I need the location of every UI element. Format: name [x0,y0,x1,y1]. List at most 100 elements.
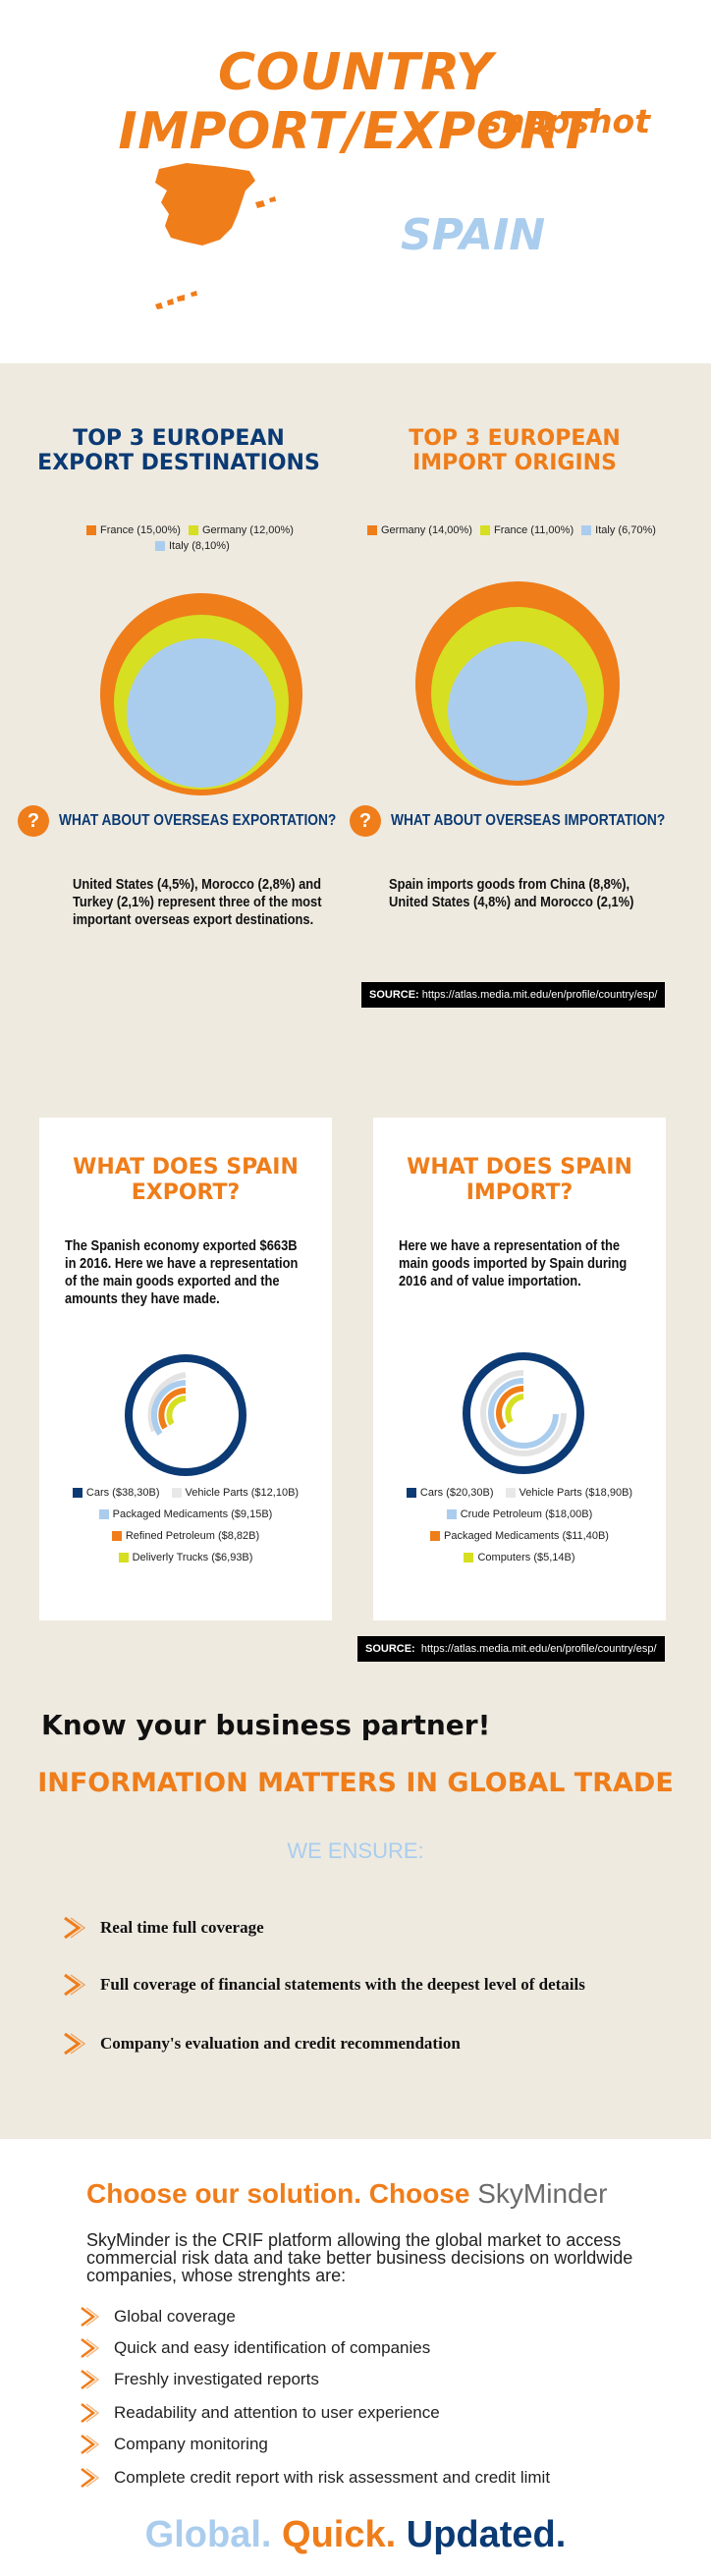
legend-label: Packaged Medicaments ($9,15B) [112,1508,273,1520]
legend-item: France (11,00%) [480,524,574,536]
overseas-import-question: ? WHAT ABOUT OVERSEAS IMPORTATION? [350,805,710,837]
trade-section: TOP 3 EUROPEAN EXPORT DESTINATIONS Franc… [0,363,711,2139]
overseas-export-question: ? WHAT ABOUT OVERSEAS EXPORTATION? [18,805,381,837]
chevron-right-icon [81,2338,100,2358]
question-text: WHAT ABOUT OVERSEAS EXPORTATION? [59,812,337,829]
export-card-text: The Spanish economy exported $663B in 20… [65,1237,299,1307]
legend-item: France (15,00%) [86,524,181,536]
legend-label: France (11,00%) [494,524,574,536]
ring-medicaments [496,1386,524,1430]
legend-label: Cars ($38,30B) [85,1487,160,1499]
strength-text: Complete credit report with risk assessm… [114,2468,551,2487]
we-ensure-label: WE ENSURE: [287,1838,424,1863]
page-title: COUNTRY IMPORT/EXPORT [118,43,593,161]
tagline-updated: Updated. [406,2514,567,2555]
export-legend: France (15,00%) Germany (12,00%) Italy (… [86,524,322,556]
partner-subheading: INFORMATION MATTERS IN GLOBAL TRADE [37,1768,674,1798]
legend-label: Computers ($5,14B) [477,1552,575,1563]
overseas-import-text: Spain imports goods from China (8,8%), U… [389,876,634,910]
strength-item: Global coverage [79,2306,236,2328]
ensure-item-text: Full coverage of financial statements wi… [100,1975,585,1994]
import-title-line1: TOP 3 EUROPEAN [409,426,621,451]
strength-item: Complete credit report with risk assessm… [79,2467,550,2489]
partner-heading: Know your business partner! [41,1709,491,1741]
chevron-right-icon [81,2307,100,2327]
legend-item: Refined Petroleum ($8,82B) [111,1526,260,1546]
import-circles-chart [415,581,620,786]
legend-label: Refined Petroleum ($8,82B) [125,1530,260,1542]
legend-label: Germany (12,00%) [202,524,294,536]
legend-item: Packaged Medicaments ($9,15B) [98,1505,273,1524]
import-legend: Germany (14,00%) France (11,00%) Italy (… [367,524,682,540]
import-card-text: Here we have a representation of the mai… [399,1237,628,1289]
import-card: WHAT DOES SPAIN IMPORT? Here we have a r… [373,1118,666,1620]
ring-cars [125,1354,246,1476]
legend-label: Italy (8,10%) [169,540,230,552]
legend-item: Cars ($20,30B) [406,1483,494,1503]
ensure-item-text: Company's evaluation and credit recommen… [100,2034,461,2053]
ring-cars [463,1352,584,1474]
source-label: SOURCE: [369,989,419,1001]
ring-trucks [166,1396,187,1426]
choose-solution-heading: Choose our solution. Choose SkyMinder [86,2178,608,2210]
import-card-legend: Cars ($20,30B) Vehicle Parts ($18,90B) Cr… [373,1483,666,1569]
overseas-export-text: United States (4,5%), Morocco (2,8%) and… [73,876,322,928]
legend-item: Italy (6,70%) [581,524,656,536]
legend-item: Italy (8,10%) [155,540,230,552]
ring-vehicle-parts [147,1372,187,1433]
export-title-line2: EXPORT DESTINATIONS [37,451,320,475]
export-title-line1: TOP 3 EUROPEAN [73,426,285,451]
import-title-line2: IMPORT ORIGINS [412,451,617,475]
ring-medicaments [150,1380,187,1436]
export-card-title: WHAT DOES SPAIN EXPORT? [39,1155,332,1206]
legend-label: Italy (6,70%) [595,524,656,536]
legend-label: Crude Petroleum ($18,00B) [460,1508,593,1520]
chevron-right-icon [81,2435,100,2454]
legend-item: Computers ($5,14B) [464,1548,575,1567]
circle-italy [127,638,276,788]
import-card-title: WHAT DOES SPAIN IMPORT? [373,1155,666,1206]
choose-text: Choose our solution. Choose [86,2178,478,2209]
legend-item: Packaged Medicaments ($11,40B) [430,1526,609,1546]
legend-label: Vehicle Parts ($18,90B) [519,1487,633,1499]
chevron-right-icon [64,1973,86,1997]
ring-vehicle-parts [480,1370,567,1456]
tagline-quick: Quick. [282,2514,397,2555]
export-destinations-title: TOP 3 EUROPEAN EXPORT DESTINATIONS [22,426,336,475]
card-title-line2: EXPORT? [131,1180,241,1205]
strength-item: Freshly investigated reports [79,2369,319,2390]
strength-item: Quick and easy identification of compani… [79,2337,430,2359]
strength-item: Company monitoring [79,2434,268,2455]
skyminder-logo: SkyMinder [477,2178,608,2209]
ring-crude-petroleum [488,1378,559,1449]
export-radial-chart [125,1354,246,1476]
country-name: SPAIN [401,210,546,260]
ring-computers [505,1394,524,1424]
import-origins-title: TOP 3 EUROPEAN IMPORT ORIGINS [357,426,672,475]
ring-petroleum [158,1388,187,1430]
strength-text: Company monitoring [114,2435,268,2453]
source-label: SOURCE: [365,1643,415,1655]
chevron-right-icon [64,2032,86,2055]
question-icon: ? [350,805,381,837]
chevron-right-icon [81,2468,100,2488]
import-radial-chart [463,1352,584,1474]
question-icon: ? [18,805,49,837]
question-text: WHAT ABOUT OVERSEAS IMPORTATION? [391,812,666,829]
page-subtitle: snapshot [482,102,650,140]
chevron-right-icon [81,2370,100,2389]
strength-text: Quick and easy identification of compani… [114,2338,431,2357]
source-banner: SOURCE: https://atlas.media.mit.edu/en/p… [357,1636,665,1662]
legend-item: Crude Petroleum ($18,00B) [446,1505,593,1524]
source-banner: SOURCE: https://atlas.media.mit.edu/en/p… [361,982,666,1008]
card-title-line1: WHAT DOES SPAIN [73,1155,299,1179]
legend-label: Deliverly Trucks ($6,93B) [132,1552,253,1563]
ensure-item: Real time full coverage [61,1915,264,1941]
source-link[interactable]: https://atlas.media.mit.edu/en/profile/c… [421,989,658,1001]
strength-text: Readability and attention to user experi… [114,2403,440,2422]
legend-label: Packaged Medicaments ($11,40B) [444,1530,609,1542]
tagline: Global. Quick. Updated. [0,2514,711,2556]
strength-item: Readability and attention to user experi… [79,2402,440,2424]
source-link[interactable]: https://atlas.media.mit.edu/en/profile/c… [420,1643,657,1655]
skyminder-description: SkyMinder is the CRIF platform allowing … [86,2230,633,2285]
